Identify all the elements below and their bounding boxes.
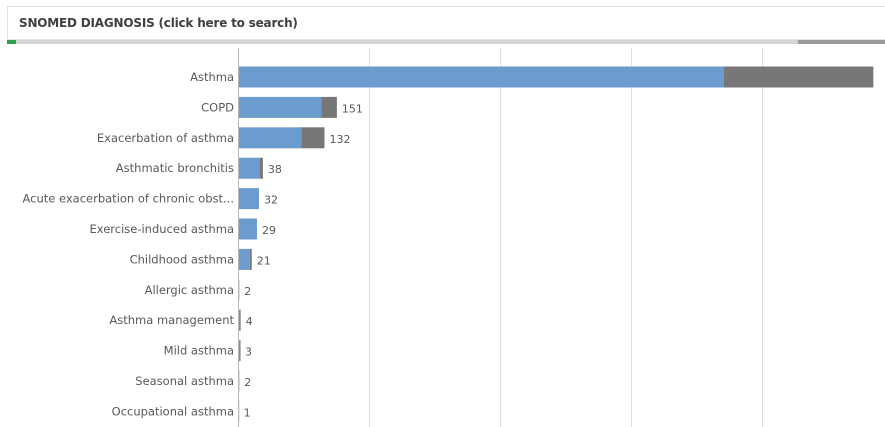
snomed-diagnosis-search-panel[interactable]: SNOMED DIAGNOSIS (click here to search) [7, 6, 885, 40]
selection-state-alternative [798, 40, 885, 44]
chart-bar-segment-alternative [301, 127, 325, 149]
chart-value-label: 1 [244, 406, 251, 419]
chart-category-label: Occupational asthma [112, 404, 234, 418]
chart-value-label: 21 [257, 254, 271, 267]
chart-category-labels: Asthma COPD Exacerbation of asthma Asthmati… [22, 70, 234, 418]
chart-bar-segment-selected [238, 96, 322, 118]
chart-value-label: 151 [342, 102, 363, 115]
chart-value-label: 132 [329, 133, 350, 146]
chart-category-label: Childhood asthma [130, 252, 234, 266]
chart-category-label: Mild asthma [164, 344, 234, 358]
chart-value-label: 4 [246, 315, 253, 328]
chart-grid [369, 48, 763, 427]
chart-category-label: Acute exacerbation of chronic obst... [22, 192, 234, 206]
selection-state-selected [7, 40, 16, 44]
chart-bar-segment-alternative [239, 309, 241, 331]
chart-category-label: COPD [201, 100, 234, 114]
chart-value-label: 38 [268, 163, 282, 176]
chart-category-label: Exacerbation of asthma [97, 131, 234, 145]
selection-state-bar [7, 40, 885, 44]
chart-bar-segment-alternative [321, 96, 337, 118]
chart-bar-segment-selected [238, 66, 725, 88]
chart-bar-segment-selected [238, 157, 260, 179]
chart-value-label: 2 [244, 376, 251, 389]
chart-category-label: Seasonal asthma [135, 374, 234, 388]
chart-category-label: Asthmatic bronchitis [116, 161, 234, 175]
chart-category-label: Asthma management [109, 313, 234, 327]
chart-bar-segment-selected [238, 218, 257, 240]
chart-bar-segment-alternative [724, 66, 874, 88]
chart-bar-segment-alternative [249, 248, 252, 270]
chart-category-label: Asthma [190, 70, 234, 84]
chart-value-label: 29 [262, 224, 276, 237]
chart-category-label: Exercise-induced asthma [89, 222, 234, 236]
chart-value-label: 2 [244, 285, 251, 298]
chart-bars [238, 66, 874, 422]
chart-category-label: Allergic asthma [145, 283, 234, 297]
chart-bar-segment-selected [238, 127, 302, 149]
snomed-diagnosis-search-title: SNOMED DIAGNOSIS (click here to search) [19, 16, 298, 30]
chart-bar-segment-selected [238, 188, 259, 210]
chart-value-label: 32 [264, 194, 278, 207]
chart-value-label: 3 [245, 346, 252, 359]
chart-bar-segment-alternative [239, 340, 241, 362]
snomed-diagnosis-bar-chart: Asthma COPD Exacerbation of asthma Asthmati… [22, 48, 874, 427]
chart-bar-segment-selected [238, 248, 250, 270]
chart-bar-segment-alternative [259, 157, 263, 179]
